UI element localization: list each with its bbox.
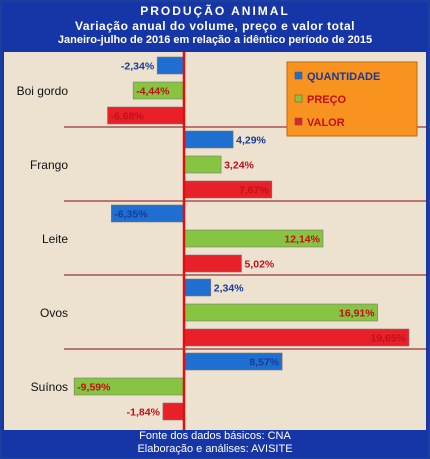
bar-valor	[183, 254, 242, 273]
data-label: -1,84%	[127, 407, 161, 419]
chart-header: PRODUÇÃO ANIMAL Variação anual do volume…	[2, 2, 428, 52]
data-label: 3,24%	[224, 160, 254, 172]
legend-label: QUANTIDADE	[307, 71, 380, 83]
data-label: -6,35%	[114, 209, 148, 221]
chart-title: PRODUÇÃO ANIMAL	[140, 4, 290, 18]
data-label: -4,44%	[136, 86, 170, 98]
category-label: Leite	[42, 232, 68, 246]
legend-swatch	[294, 117, 303, 126]
legend-swatch	[294, 71, 303, 80]
category-label: Ovos	[40, 306, 68, 320]
data-label: 5,02%	[244, 259, 274, 271]
data-label: -9,59%	[77, 382, 111, 394]
bar-valor	[162, 402, 185, 421]
legend-label: VALOR	[307, 117, 345, 129]
bar-preo	[183, 155, 222, 174]
data-label: 2,34%	[214, 283, 244, 295]
category-label: Suínos	[31, 380, 68, 394]
legend-swatch	[294, 94, 303, 103]
data-label: 4,29%	[236, 135, 266, 147]
chart-subtitle: Variação anual do volume, preço e valor …	[75, 19, 355, 33]
source-note: Fonte dos dados básicos: CNA	[139, 430, 291, 442]
bar-chart: Boi gordo -2,34% -4,44% -6,68% Frango 4,29% 3,…	[17, 52, 426, 430]
data-label: 7,67%	[239, 185, 269, 197]
data-label: 16,91%	[339, 308, 375, 320]
credit-note: Elaboração e análises: AVISITE	[137, 443, 293, 455]
data-label: 8,57%	[249, 357, 279, 369]
bar-quantidade	[156, 56, 185, 75]
chart-footer: Fonte dos dados básicos: CNA Elaboração …	[2, 430, 428, 457]
legend-label: PREÇO	[307, 94, 347, 106]
legend-box	[286, 61, 418, 137]
bar-quantidade	[183, 130, 234, 149]
category-label: Boi gordo	[17, 84, 69, 98]
plot-area: Boi gordo -2,34% -4,44% -6,68% Frango 4,29% 3,…	[4, 52, 426, 430]
data-label: -2,34%	[121, 61, 155, 73]
category-label: Frango	[30, 158, 68, 172]
data-label: 19,65%	[370, 333, 406, 345]
data-label: 12,14%	[284, 234, 320, 246]
bar-quantidade	[183, 278, 212, 297]
legend: QUANTIDADE PREÇO VALOR	[286, 61, 418, 137]
chart-period: Janeiro-julho de 2016 em relação a idênt…	[57, 34, 373, 46]
data-label: -6,68%	[111, 111, 145, 123]
